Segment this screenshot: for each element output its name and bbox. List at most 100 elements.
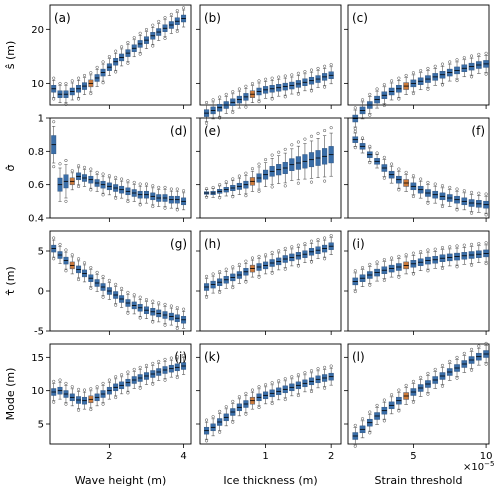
row-ylabel: τ̂ (m)	[4, 266, 17, 295]
outlier	[329, 364, 333, 368]
outlier	[303, 242, 307, 246]
box-4	[230, 90, 236, 115]
outlier	[163, 302, 167, 306]
box-15	[144, 363, 149, 385]
outlier	[138, 365, 142, 369]
outlier	[440, 266, 445, 270]
outlier	[303, 371, 307, 375]
panel-label: (i)	[352, 237, 365, 251]
box-12	[125, 40, 131, 65]
box-11	[276, 379, 282, 401]
outlier	[114, 49, 118, 53]
box-7	[94, 65, 100, 87]
outlier	[101, 193, 105, 197]
outlier	[138, 386, 142, 390]
box-19	[328, 364, 334, 386]
box-0	[203, 187, 210, 199]
box-6	[88, 167, 94, 192]
box-19	[168, 187, 174, 209]
outlier	[368, 410, 372, 414]
outlier	[70, 79, 74, 83]
outlier	[426, 66, 430, 70]
outlier	[283, 377, 287, 381]
box-11	[276, 249, 282, 271]
box-7	[403, 170, 409, 192]
outlier	[426, 87, 430, 91]
box-1	[359, 266, 366, 288]
outlier	[237, 395, 241, 399]
y-tick-label: 5	[38, 420, 44, 431]
box-14	[137, 31, 143, 56]
outlier	[205, 439, 209, 443]
outlier	[290, 245, 294, 249]
box-18	[322, 365, 328, 390]
outlier	[257, 275, 261, 279]
outlier	[95, 65, 99, 69]
panel-b: (b)	[196, 4, 342, 125]
outlier	[397, 409, 401, 413]
box-15	[144, 182, 149, 204]
outlier	[205, 274, 209, 278]
outlier	[89, 286, 93, 290]
outlier	[477, 242, 481, 246]
box-16	[468, 242, 475, 267]
panel-label: (h)	[204, 237, 221, 251]
outlier	[157, 301, 161, 305]
outlier	[360, 98, 365, 102]
box-3	[374, 151, 380, 169]
outlier	[477, 344, 481, 348]
box-2	[366, 92, 373, 117]
outlier	[218, 270, 222, 274]
box-8	[100, 381, 106, 406]
box-9	[106, 54, 112, 76]
box-6	[243, 391, 249, 416]
outlier	[82, 388, 87, 392]
box-5	[388, 162, 395, 184]
box-10	[269, 153, 275, 189]
outlier	[64, 269, 68, 273]
outlier	[296, 373, 300, 377]
outlier	[470, 75, 474, 79]
box-16	[308, 134, 315, 184]
box-19	[168, 356, 174, 378]
box-3	[223, 180, 229, 197]
outlier	[296, 92, 300, 96]
outlier	[411, 71, 415, 75]
outlier	[309, 134, 314, 138]
panel-d: 0.4 0.6 0.8 1 (d)	[28, 114, 192, 225]
outlier	[462, 243, 466, 247]
outlier	[257, 405, 261, 410]
outlier	[218, 430, 222, 434]
outlier	[107, 278, 111, 282]
row-ylabel: Mode (m)	[4, 368, 17, 421]
outlier	[211, 272, 215, 276]
outlier	[70, 253, 74, 257]
box-6	[88, 71, 94, 96]
outlier	[205, 121, 209, 125]
plot-frame	[347, 117, 490, 219]
outlier	[440, 83, 445, 87]
box-4	[381, 398, 388, 423]
box-11	[432, 367, 439, 389]
outlier	[101, 274, 105, 278]
outlier	[303, 137, 307, 141]
box-10	[269, 250, 275, 275]
box-6	[88, 387, 94, 412]
box-13	[289, 375, 295, 397]
outlier	[382, 176, 386, 180]
box-19	[168, 304, 174, 326]
box-5	[388, 393, 395, 415]
box-3	[374, 87, 380, 109]
box-14	[295, 71, 301, 96]
box-10	[113, 175, 119, 200]
outlier	[368, 431, 372, 435]
outlier	[390, 393, 394, 397]
outlier	[309, 239, 314, 243]
outlier	[283, 184, 287, 188]
box-19	[328, 63, 334, 85]
box-6	[243, 171, 249, 198]
plot-frame	[49, 4, 192, 106]
outlier	[329, 63, 333, 67]
box-2	[63, 82, 69, 106]
outlier	[218, 409, 222, 413]
